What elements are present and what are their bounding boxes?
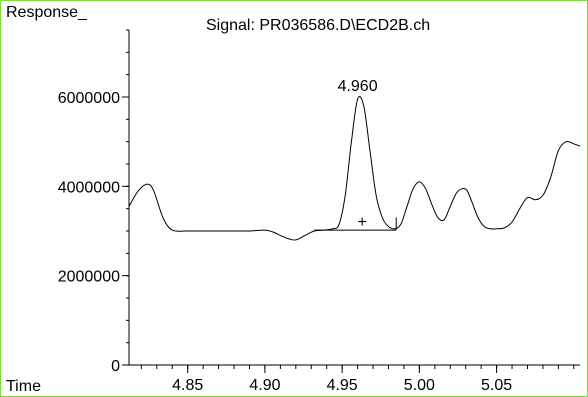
x-tick-label: 4.85 — [172, 377, 203, 394]
y-tick-label: 2000000 — [58, 269, 120, 286]
x-tick-label: 5.05 — [481, 377, 512, 394]
y-tick-label: 4000000 — [58, 179, 120, 196]
x-tick-label: 5.00 — [404, 377, 435, 394]
x-tick-label: 4.95 — [327, 377, 358, 394]
peak-marker: + — [358, 214, 367, 231]
peak-label: 4.960 — [338, 78, 378, 95]
y-axis-label: Response_ — [6, 4, 88, 21]
x-axis-label: Time — [6, 378, 41, 395]
signal-trace — [128, 95, 581, 241]
chart-title: Signal: PR036586.D\ECD2B.ch — [206, 17, 430, 34]
plot-area: +4.960 — [128, 78, 581, 241]
axes: 0 2000000 4000000 6000000 4.85 4.90 4.95 5.00 5.… — [58, 29, 580, 394]
y-tick-label: 0 — [111, 358, 120, 375]
y-tick-label: 6000000 — [58, 90, 120, 107]
x-tick-label: 4.90 — [249, 377, 280, 394]
